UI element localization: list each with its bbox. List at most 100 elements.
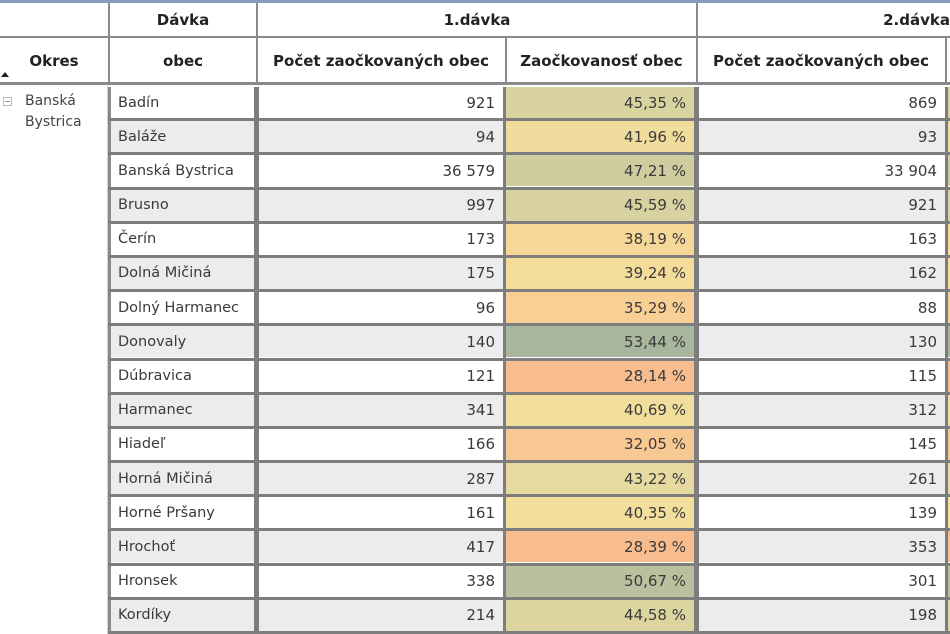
table-row[interactable]: Hrochoť 417 28,39 % 353 (108, 531, 950, 566)
cell-pocet-2[interactable]: 869 (699, 87, 945, 118)
cell-obec[interactable]: Donovaly (111, 326, 254, 358)
table-row[interactable]: Čerín 173 38,19 % 163 (108, 223, 950, 258)
cell-pocet-1[interactable]: 921 (259, 87, 503, 118)
cell-zaockovanost-1[interactable]: 40,69 % (506, 394, 694, 426)
cell-pocet-2[interactable]: 130 (699, 326, 945, 358)
cell-pocet-1[interactable]: 338 (259, 565, 503, 597)
cell-pocet-1[interactable]: 121 (259, 360, 503, 392)
column-header-obec[interactable]: obec (110, 39, 256, 82)
table-row[interactable]: Badín 921 45,35 % 869 (108, 87, 950, 122)
table-row[interactable]: Horné Pršany 161 40,35 % 139 (108, 497, 950, 532)
cell-pocet-1[interactable]: 161 (259, 497, 503, 529)
cell-pocet-2[interactable]: 198 (699, 599, 945, 631)
cell-pocet-2[interactable]: 921 (699, 189, 945, 221)
table-row[interactable]: Banská Bystrica 36 579 47,21 % 33 904 (108, 155, 950, 190)
cell-zaockovanost-1[interactable]: 38,19 % (506, 223, 694, 255)
row-vline (503, 326, 506, 361)
cell-zaockovanost-1[interactable]: 32,05 % (506, 428, 694, 460)
column-header-pocet-zaockovanych-2[interactable]: Počet zaočkovaných obec (698, 39, 944, 82)
cell-pocet-2[interactable]: 88 (699, 292, 945, 324)
cell-obec[interactable]: Baláže (111, 121, 254, 153)
cell-pocet-2[interactable]: 163 (699, 223, 945, 255)
cell-zaockovanost-1[interactable]: 45,59 % (506, 189, 694, 221)
cell-pocet-1[interactable]: 166 (259, 428, 503, 460)
column-header-zaockovanost-1[interactable]: Zaočkovanosť obec (507, 39, 696, 82)
cell-zaockovanost-1[interactable]: 40,35 % (506, 497, 694, 529)
header-group-2-davka[interactable]: 2.dávka (698, 3, 950, 36)
table-row[interactable]: Hronsek 338 50,67 % 301 (108, 565, 950, 600)
cell-pocet-1[interactable]: 341 (259, 394, 503, 426)
table-row[interactable]: Dolná Mičiná 175 39,24 % 162 (108, 257, 950, 293)
cell-zaockovanost-1[interactable]: 39,24 % (506, 257, 694, 289)
cell-pocet-1[interactable]: 175 (259, 257, 503, 289)
sort-ascending-icon[interactable] (1, 72, 9, 77)
cell-zaockovanost-1[interactable]: 28,39 % (506, 531, 694, 563)
cell-obec[interactable]: Hrochoť (111, 531, 254, 563)
cell-zaockovanost-1[interactable]: 53,44 % (506, 326, 694, 358)
cell-obec[interactable]: Hiadeľ (111, 428, 254, 460)
header-group-1-davka[interactable]: 1.dávka (258, 3, 696, 36)
cell-pocet-1[interactable]: 997 (259, 189, 503, 221)
cell-zaockovanost-1[interactable]: 43,22 % (506, 463, 694, 495)
table-row[interactable]: Dúbravica 121 28,14 % 115 (108, 360, 950, 395)
row-vline (503, 155, 506, 190)
table-row[interactable]: Kordíky 214 44,58 % 198 (108, 599, 950, 634)
cell-obec[interactable]: Dolný Harmanec (111, 292, 254, 324)
cell-obec[interactable]: Čerín (111, 223, 254, 255)
cell-obec[interactable]: Kordíky (111, 599, 254, 631)
cell-pocet-1[interactable]: 214 (259, 599, 503, 631)
cell-pocet-1[interactable]: 36 579 (259, 155, 503, 187)
cell-pocet-2[interactable]: 115 (699, 360, 945, 392)
table-row[interactable]: Brusno 997 45,59 % 921 (108, 189, 950, 224)
cell-zaockovanost-1[interactable]: 44,58 % (506, 599, 694, 631)
cell-next-column-sliver (948, 155, 950, 187)
table-row[interactable]: Baláže 94 41,96 % 93 (108, 121, 950, 156)
cell-obec[interactable]: Dolná Mičiná (111, 257, 254, 289)
cell-zaockovanost-1[interactable]: 28,14 % (506, 360, 694, 392)
table-row[interactable]: Horná Mičiná 287 43,22 % 261 (108, 463, 950, 498)
cell-zaockovanost-1[interactable]: 41,96 % (506, 121, 694, 153)
table-row[interactable]: Donovaly 140 53,44 % 130 (108, 326, 950, 361)
row-vline (945, 463, 948, 498)
cell-zaockovanost-1[interactable]: 45,35 % (506, 87, 694, 118)
cell-pocet-2[interactable]: 162 (699, 257, 945, 289)
cell-pocet-2[interactable]: 301 (699, 565, 945, 597)
row-vline (694, 428, 699, 464)
cell-pocet-2[interactable]: 312 (699, 394, 945, 426)
cell-pocet-1[interactable]: 96 (259, 292, 503, 324)
table-top-border (0, 0, 950, 3)
cell-pocet-1[interactable]: 417 (259, 531, 503, 563)
cell-pocet-1[interactable]: 140 (259, 326, 503, 358)
cell-pocet-2[interactable]: 139 (699, 497, 945, 529)
collapse-minus-icon[interactable] (3, 97, 12, 106)
table-row[interactable]: Dolný Harmanec 96 35,29 % 88 (108, 292, 950, 327)
cell-obec[interactable]: Banská Bystrica (111, 155, 254, 187)
cell-pocet-2[interactable]: 93 (699, 121, 945, 153)
row-vline (694, 87, 699, 122)
row-vline (254, 428, 259, 464)
cell-pocet-2[interactable]: 145 (699, 428, 945, 460)
cell-obec[interactable]: Horné Pršany (111, 497, 254, 529)
column-header-okres[interactable]: Okres (0, 39, 108, 82)
cell-obec[interactable]: Harmanec (111, 394, 254, 426)
cell-pocet-1[interactable]: 94 (259, 121, 503, 153)
cell-zaockovanost-1[interactable]: 50,67 % (506, 565, 694, 597)
row-vline (503, 87, 506, 122)
row-vline (945, 326, 948, 361)
cell-pocet-2[interactable]: 353 (699, 531, 945, 563)
cell-obec[interactable]: Horná Mičiná (111, 463, 254, 495)
column-header-pocet-zaockovanych-1[interactable]: Počet zaočkovaných obec (258, 39, 504, 82)
cell-obec[interactable]: Dúbravica (111, 360, 254, 392)
cell-pocet-2[interactable]: 261 (699, 463, 945, 495)
cell-pocet-1[interactable]: 287 (259, 463, 503, 495)
cell-zaockovanost-1[interactable]: 47,21 % (506, 155, 694, 187)
table-row[interactable]: Hiadeľ 166 32,05 % 145 (108, 428, 950, 464)
cell-next-column-sliver (948, 394, 950, 426)
cell-zaockovanost-1[interactable]: 35,29 % (506, 292, 694, 324)
cell-obec[interactable]: Brusno (111, 189, 254, 221)
cell-pocet-2[interactable]: 33 904 (699, 155, 945, 187)
table-row[interactable]: Harmanec 341 40,69 % 312 (108, 394, 950, 429)
cell-obec[interactable]: Badín (111, 87, 254, 118)
cell-pocet-1[interactable]: 173 (259, 223, 503, 255)
cell-obec[interactable]: Hronsek (111, 565, 254, 597)
